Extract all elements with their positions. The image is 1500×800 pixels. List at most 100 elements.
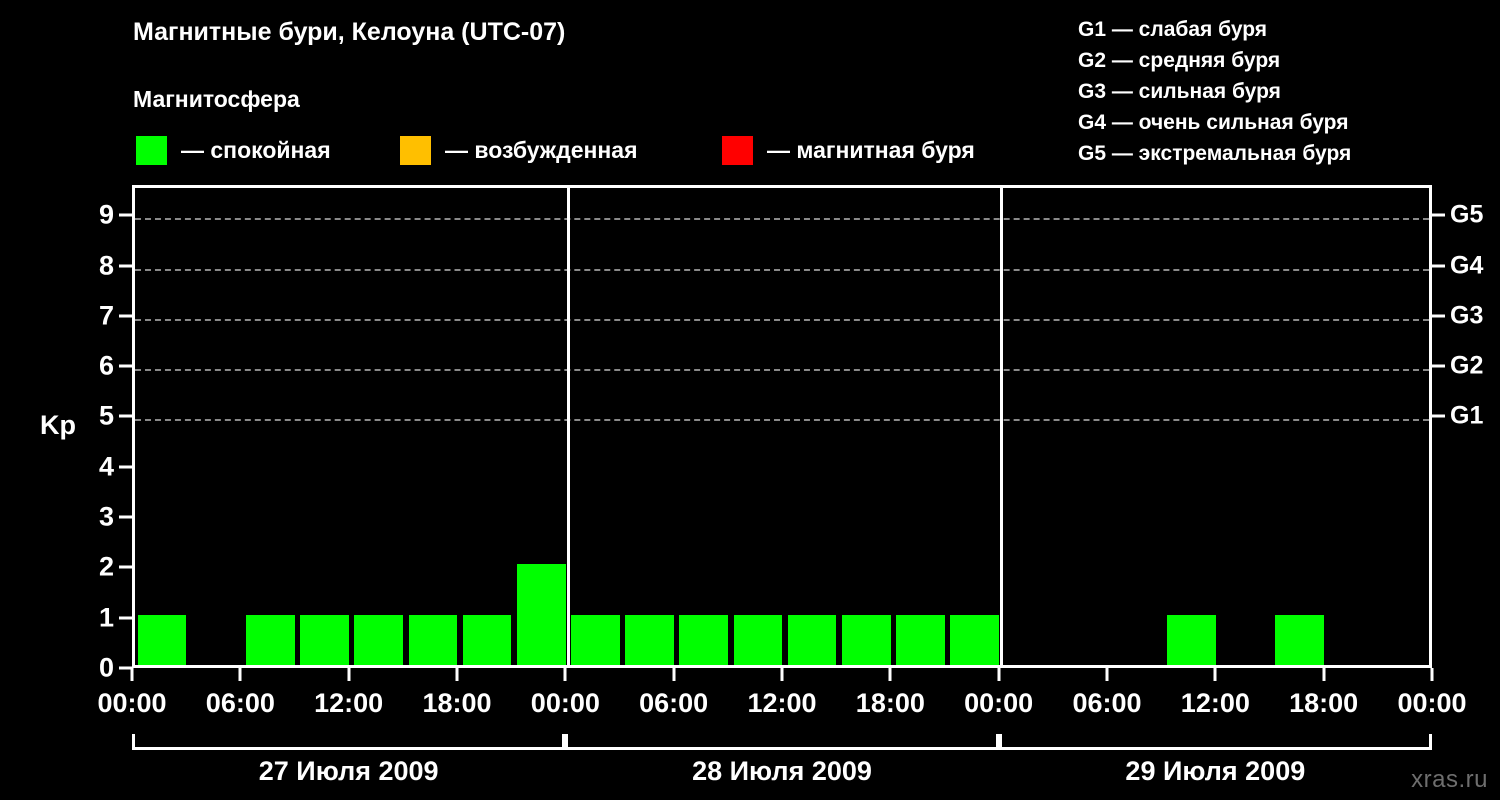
bar: [841, 614, 891, 665]
y-axis-tick-label: 2: [98, 551, 114, 582]
y-axis-tick-label: 3: [98, 501, 114, 532]
bar: [137, 614, 187, 665]
date-label: 27 Июля 2009: [258, 756, 439, 786]
legend-entry-storm: — магнитная буря: [722, 136, 975, 165]
right-axis-tick-mark: [1432, 264, 1445, 267]
right-axis-tick-label: G5: [1450, 200, 1484, 229]
date-label: 29 Июля 2009: [1125, 756, 1306, 786]
date-bracket: [132, 734, 566, 750]
x-axis-tick-mark: [1213, 668, 1217, 681]
bar: [354, 614, 404, 665]
legend-label-quiet: — спокойная: [181, 137, 331, 163]
x-axis-tick-mark: [997, 668, 1001, 681]
page-title: Магнитные бури, Келоуна (UTC-07): [133, 18, 566, 46]
bar: [300, 614, 349, 665]
y-axis-tick-label: 8: [98, 250, 114, 280]
y-axis-tick-mark: [119, 616, 132, 620]
day-separator: [566, 188, 570, 665]
bar: [1166, 614, 1216, 665]
x-axis-tick-label: 00:00: [964, 688, 1034, 718]
y-axis-title: Kp: [40, 410, 76, 440]
bar: [733, 614, 783, 665]
y-axis-tick-mark: [119, 515, 132, 519]
x-axis-tick-marks: [130, 668, 1434, 682]
right-axis-tick-mark: [1432, 364, 1445, 368]
bar: [625, 614, 674, 665]
red-square-swatch-icon: [722, 136, 753, 165]
legend-entry-quiet: — спокойная: [136, 136, 331, 165]
gridline: [135, 268, 1429, 271]
y-axis-tick-mark: [119, 364, 132, 368]
y-axis-tick-mark: [119, 414, 132, 418]
bar: [462, 614, 512, 665]
gridline: [135, 318, 1429, 321]
gscale-legend-row: G2 — средняя буря: [1078, 49, 1281, 72]
x-axis-tick-label: 12:00: [314, 688, 384, 718]
right-axis-tick-marks: [1432, 185, 1446, 668]
x-axis-tick-label: 06:00: [639, 688, 709, 718]
bar: [679, 614, 729, 665]
legend-label-storm: — магнитная буря: [767, 137, 975, 163]
plot-area: [132, 185, 1432, 668]
bar: [516, 564, 566, 665]
y-axis-tick-mark: [119, 264, 132, 267]
x-axis-tick-mark: [888, 668, 892, 681]
x-axis-tick-label: 12:00: [747, 688, 817, 718]
right-axis-tick-mark: [1432, 213, 1445, 217]
x-axis-tick-label: 00:00: [1397, 688, 1467, 718]
x-axis-tick-label: 18:00: [422, 688, 492, 718]
gridline: [135, 369, 1429, 372]
y-axis-tick-label: 1: [98, 602, 114, 633]
gscale-legend: G1 — слабая буря G2 — средняя буря G3 — си…: [1078, 14, 1351, 169]
x-axis-tick-label: 18:00: [855, 688, 925, 718]
x-axis-tick-mark: [347, 668, 351, 681]
x-axis-tick-mark: [238, 668, 242, 681]
bar: [896, 614, 945, 665]
right-axis-tick-label: G3: [1450, 301, 1484, 330]
x-axis-tick-label: 00:00: [530, 688, 600, 718]
x-axis-tick-mark: [130, 668, 134, 681]
y-axis-tick-mark: [119, 565, 132, 569]
y-axis-tick-mark: [119, 666, 132, 670]
y-axis-tick-label: 5: [98, 400, 114, 431]
day-separator: [1000, 188, 1004, 665]
right-axis-tick-label: G2: [1450, 351, 1484, 380]
x-axis-tick-label: 06:00: [1072, 688, 1142, 718]
date-bracket: [565, 734, 999, 750]
x-axis-tick-label: 12:00: [1180, 688, 1250, 718]
gscale-legend-row: G4 — очень сильная буря: [1078, 111, 1349, 134]
x-axis-tick-label: 06:00: [205, 688, 275, 718]
gridline: [135, 218, 1429, 221]
gridline: [135, 419, 1429, 422]
gscale-legend-row: G3 — сильная буря: [1078, 80, 1281, 103]
x-axis-tick-mark: [1322, 668, 1326, 681]
date-label: 28 Июля 2009: [692, 756, 872, 786]
right-axis-tick-mark: [1432, 414, 1445, 418]
date-brackets: [132, 734, 1432, 750]
date-bracket: [998, 734, 1432, 750]
y-axis-tick-label: 6: [98, 350, 114, 381]
gscale-legend-row: G5 — экстремальная буря: [1078, 142, 1352, 165]
y-axis-tick-marks: [118, 185, 132, 670]
right-axis-tick-labels: G1 G2 G3 G4 G5: [1450, 185, 1500, 668]
bar: [787, 614, 837, 665]
y-axis-tick-label: 4: [98, 451, 114, 482]
x-axis-tick-mark: [455, 668, 459, 681]
y-axis-tick-mark: [119, 314, 132, 318]
bar: [1275, 614, 1324, 665]
right-axis-tick-label: G4: [1450, 251, 1484, 279]
right-axis-tick-mark: [1432, 314, 1445, 318]
x-axis-tick-mark: [563, 668, 567, 681]
y-axis-tick-label: 0: [98, 652, 114, 683]
bar: [408, 614, 458, 665]
x-axis-tick-labels: 00:00 06:00 12:00 18:00 00:00 06:00 12:00 18:00…: [0, 688, 1500, 722]
bar: [571, 614, 620, 665]
x-axis-tick-label: 18:00: [1289, 688, 1359, 718]
bar: [950, 614, 999, 665]
legend-label-unsettled: — возбужденная: [445, 137, 638, 163]
y-axis-tick-label: 7: [98, 300, 114, 331]
right-axis-tick-label: G1: [1450, 401, 1484, 430]
bar: [246, 614, 295, 665]
watermark: xras.ru: [1411, 766, 1488, 793]
